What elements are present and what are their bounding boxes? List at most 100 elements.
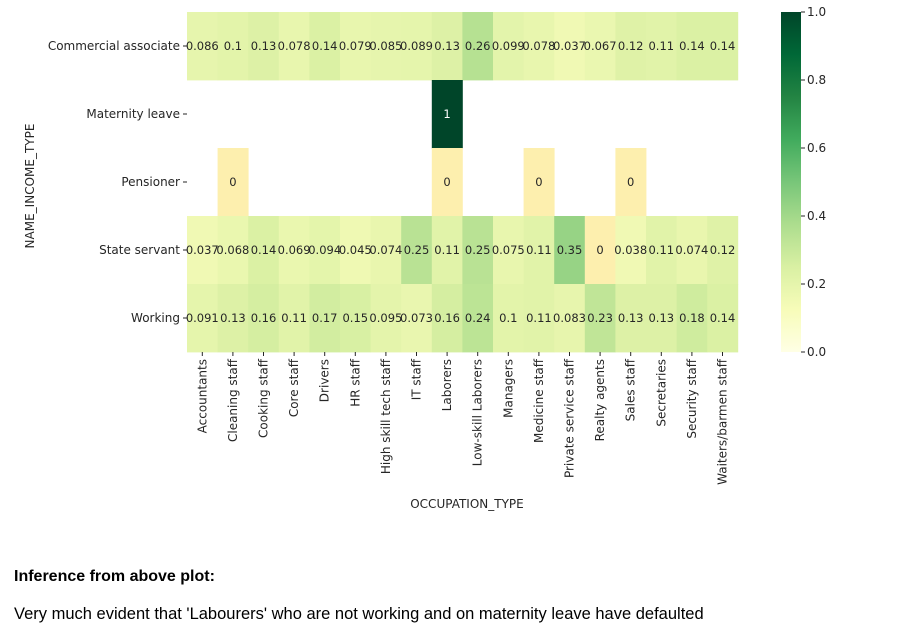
heatmap-cell-label: 0	[627, 175, 634, 189]
heatmap-cell	[248, 12, 280, 81]
heatmap-cell-label: 0.15	[342, 311, 368, 325]
heatmap-cell	[217, 12, 249, 81]
heatmap-cell-label: 0.13	[220, 311, 246, 325]
heatmap-cell-label: 0.085	[369, 39, 402, 53]
heatmap-cell-label: 0.037	[553, 39, 586, 53]
inference-text: Very much evident that 'Labourers' who a…	[14, 605, 704, 623]
x-tick-label: Low-skill Laborers	[471, 359, 485, 466]
heatmap-cell	[615, 148, 647, 217]
x-tick-label: Realty agents	[593, 359, 607, 441]
heatmap-cells	[187, 12, 739, 353]
heatmap-cell	[278, 216, 310, 285]
heatmap-cell	[278, 12, 310, 81]
heatmap-cell	[676, 284, 708, 353]
heatmap-cell	[554, 284, 586, 353]
colorbar-tick-label: 0.0	[807, 345, 826, 359]
heatmap-cell-label: 0	[229, 175, 236, 189]
x-tick-label: Accountants	[195, 359, 209, 433]
x-tick-label: HR staff	[348, 358, 362, 406]
heatmap-cell-label: 0.095	[369, 311, 402, 325]
colorbar-tick-label: 0.2	[807, 277, 826, 291]
heatmap-cell	[370, 284, 402, 353]
heatmap-cell-label: 0.12	[710, 243, 736, 257]
heatmap-cell	[646, 284, 677, 353]
y-tick-label: State servant	[99, 243, 180, 257]
heatmap-cell-label: 0.079	[339, 39, 372, 53]
y-tick-label: Commercial associate	[48, 39, 180, 53]
heatmap-cell	[431, 148, 463, 217]
heatmap-cell	[646, 216, 677, 285]
heatmap-cell-label: 0.089	[400, 39, 433, 53]
colorbar	[781, 12, 801, 352]
heatmap-cell-label: 0.11	[526, 311, 552, 325]
heatmap-cell-label: 0.11	[526, 243, 552, 257]
heatmap-cell	[676, 12, 708, 81]
y-axis-ticks: Commercial associate Maternity leave Pensi…	[48, 39, 187, 325]
heatmap-cell-label: 0.24	[465, 311, 491, 325]
heatmap-cell	[309, 216, 341, 285]
heatmap-cell-label: 0.1	[224, 39, 242, 53]
x-tick-label: Sales staff	[624, 358, 638, 421]
heatmap-cell-label: 0.078	[522, 39, 555, 53]
heatmap-cell-label: 0.11	[648, 243, 674, 257]
heatmap-cell-label: 0.14	[710, 39, 736, 53]
heatmap-cell-label: 0.12	[618, 39, 644, 53]
colorbar-tick-label: 1.0	[807, 5, 826, 19]
heatmap-cell-label: 0.35	[557, 243, 583, 257]
heatmap-cell	[340, 284, 371, 353]
heatmap-cell	[523, 12, 555, 81]
x-tick-label: Core staff	[287, 358, 301, 417]
heatmap-cell-label: 0.13	[618, 311, 644, 325]
heatmap-cell-label: 0.18	[679, 311, 705, 325]
heatmap-cell-label: 0	[596, 243, 603, 257]
x-tick-label: Cooking staff	[257, 358, 271, 438]
heatmap-cell-label: 0.14	[312, 39, 338, 53]
heatmap-cell-label: 0	[443, 175, 450, 189]
heatmap-cell-label: 0.11	[281, 311, 307, 325]
colorbar-tick-label: 0.4	[807, 209, 826, 223]
heatmap-cell	[615, 216, 647, 285]
heatmap-cell-label: 0.1	[499, 311, 517, 325]
heatmap-cell-label: 0.099	[492, 39, 525, 53]
y-tick-label: Pensioner	[121, 175, 180, 189]
heatmap-cell-label: 0.25	[404, 243, 430, 257]
x-tick-label: Cleaning staff	[226, 358, 240, 442]
heatmap-cell	[217, 216, 249, 285]
x-axis-title: OCCUPATION_TYPE	[410, 497, 524, 511]
heatmap-cell	[431, 284, 463, 353]
heatmap-cell-label: 0.11	[434, 243, 460, 257]
heatmap-cell-label: 0.25	[465, 243, 491, 257]
heatmap-cell-label: 0.068	[216, 243, 249, 257]
heatmap-cell	[676, 216, 708, 285]
x-tick-label: Secretaries	[654, 359, 668, 427]
heatmap-cell	[217, 284, 249, 353]
x-tick-label: IT staff	[410, 358, 424, 400]
heatmap-cell	[493, 216, 524, 285]
heatmap-cell-label: 0.069	[278, 243, 311, 257]
heatmap-cell-label: 0.091	[186, 311, 219, 325]
heatmap-cell-label: 0.074	[369, 243, 402, 257]
heatmap-cell-label: 0.14	[679, 39, 705, 53]
colorbar-tick-label: 0.6	[807, 141, 826, 155]
heatmap-cell	[401, 12, 433, 81]
heatmap-cell-label: 0.086	[186, 39, 219, 53]
heatmap-cell	[431, 216, 463, 285]
heatmap-cell	[584, 12, 616, 81]
heatmap-cell-label: 0.13	[434, 39, 460, 53]
heatmap-cell-label: 0	[535, 175, 542, 189]
heatmap-cell-label: 0.083	[553, 311, 586, 325]
heatmap-cell-label: 0.26	[465, 39, 491, 53]
heatmap-cell	[309, 284, 341, 353]
heatmap-cell-label: 0.073	[400, 311, 433, 325]
heatmap-cell	[370, 12, 402, 81]
heatmap-cell	[248, 284, 280, 353]
colorbar-ticks: 0.0 0.2 0.4 0.6 0.8 1.0	[801, 5, 826, 359]
heatmap-cell	[187, 216, 218, 285]
heatmap-cell-label: 0.23	[587, 311, 613, 325]
heatmap-cell	[707, 216, 739, 285]
heatmap-cell-label: 0.078	[278, 39, 311, 53]
heatmap-cell	[707, 12, 739, 81]
heatmap-cell	[462, 216, 494, 285]
heatmap-cell	[523, 284, 555, 353]
